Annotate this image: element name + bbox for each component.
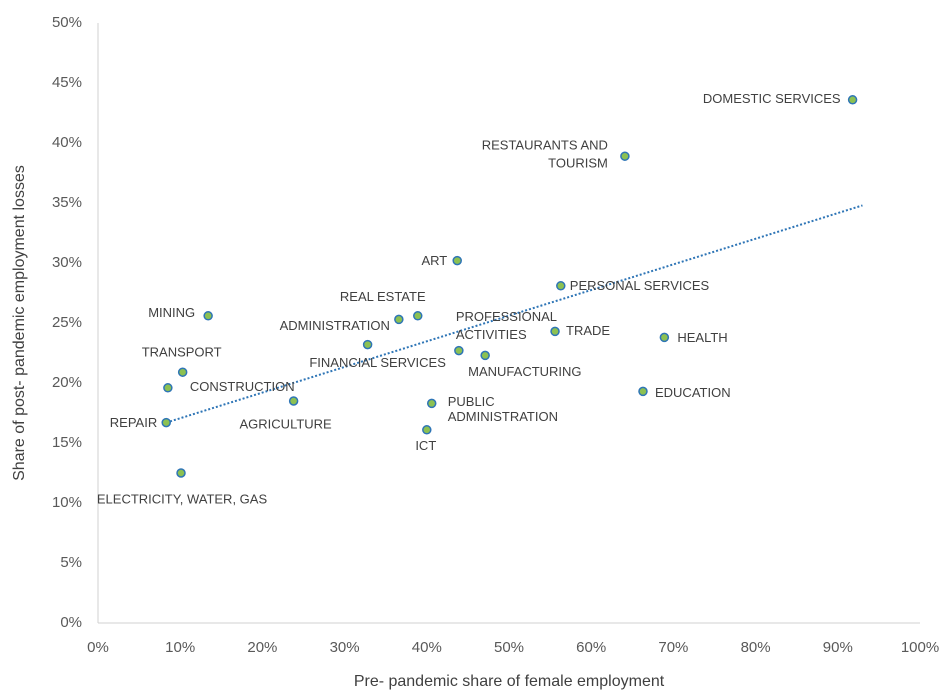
point-label: MINING bbox=[148, 305, 195, 320]
point bbox=[480, 350, 490, 361]
point-label: ELECTRICITY, WATER, GAS bbox=[97, 491, 268, 506]
point bbox=[362, 339, 373, 350]
point bbox=[288, 396, 299, 406]
x-tick-label: 60% bbox=[576, 639, 606, 656]
y-tick-label: 40% bbox=[52, 134, 82, 151]
point bbox=[454, 345, 464, 356]
point-label: PUBLIC bbox=[448, 394, 495, 409]
point-label: REPAIR bbox=[110, 415, 157, 430]
point bbox=[176, 468, 186, 478]
y-tick-label: 0% bbox=[60, 614, 82, 631]
x-tick-label: 80% bbox=[741, 639, 771, 656]
point-label: PROFESSIONAL bbox=[456, 309, 557, 324]
point-label: RESTAURANTS AND bbox=[482, 138, 608, 153]
point bbox=[203, 311, 213, 321]
point-label: REAL ESTATE bbox=[340, 289, 426, 304]
point-label: AGRICULTURE bbox=[240, 416, 333, 431]
y-tick-label: 5% bbox=[60, 554, 82, 571]
point-label: ADMINISTRATION bbox=[448, 409, 558, 424]
point bbox=[847, 95, 858, 105]
point-label: ICT bbox=[415, 438, 436, 453]
point-label: FINANCIAL SERVICES bbox=[309, 355, 446, 370]
x-tick-label: 30% bbox=[330, 639, 360, 656]
x-tick-label: 0% bbox=[87, 639, 109, 656]
point-label: TRANSPORT bbox=[142, 345, 222, 360]
x-tick-label: 70% bbox=[658, 639, 688, 656]
y-tick-label: 45% bbox=[52, 74, 82, 91]
point bbox=[413, 311, 423, 321]
point-label: ADMINISTRATION bbox=[280, 318, 390, 333]
y-tick-label: 35% bbox=[52, 194, 82, 211]
x-tick-label: 50% bbox=[494, 639, 524, 656]
trendline bbox=[165, 204, 863, 424]
point-label: ACTIVITIES bbox=[456, 327, 527, 342]
x-axis-title: Pre- pandemic share of female employment bbox=[354, 673, 665, 690]
x-tick-label: 40% bbox=[412, 639, 442, 656]
point-label: PERSONAL SERVICES bbox=[570, 278, 710, 293]
point-label: MANUFACTURING bbox=[468, 364, 581, 379]
y-tick-label: 25% bbox=[52, 314, 82, 331]
point bbox=[177, 367, 188, 377]
y-axis-title: Share of post- pandemic employment losse… bbox=[11, 165, 28, 481]
point bbox=[659, 332, 670, 343]
point-label: TOURISM bbox=[548, 156, 608, 171]
y-tick-label: 15% bbox=[52, 434, 82, 451]
y-tick-label: 20% bbox=[52, 374, 82, 391]
point bbox=[620, 151, 630, 161]
point-label: EDUCATION bbox=[655, 385, 731, 400]
point bbox=[161, 417, 171, 428]
x-tick-label: 100% bbox=[901, 639, 939, 656]
point-label: ART bbox=[421, 253, 447, 268]
point bbox=[394, 314, 404, 325]
point bbox=[452, 255, 462, 266]
point bbox=[638, 386, 648, 397]
point bbox=[426, 398, 437, 409]
point bbox=[556, 281, 566, 291]
y-tick-label: 30% bbox=[52, 254, 82, 271]
point-label: HEALTH bbox=[677, 330, 727, 345]
point bbox=[550, 326, 560, 337]
point-label: DOMESTIC SERVICES bbox=[703, 91, 841, 106]
x-tick-label: 10% bbox=[165, 639, 195, 656]
y-tick-label: 10% bbox=[52, 494, 82, 511]
point-label: CONSTRUCTION bbox=[190, 379, 295, 394]
point bbox=[422, 425, 432, 435]
x-tick-label: 20% bbox=[247, 639, 277, 656]
y-tick-label: 50% bbox=[52, 14, 82, 31]
point-label: TRADE bbox=[566, 323, 610, 338]
point bbox=[163, 383, 173, 393]
x-tick-label: 90% bbox=[823, 639, 853, 656]
